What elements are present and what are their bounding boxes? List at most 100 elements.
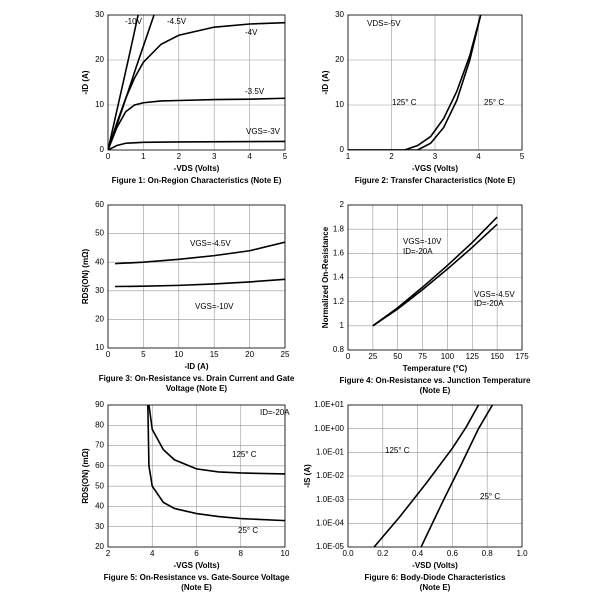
curve xyxy=(148,405,285,475)
y-tick-label: 1.6 xyxy=(333,248,345,257)
annotation: 125° C xyxy=(392,98,417,107)
x-axis-label: -VGS (Volts) xyxy=(412,164,458,173)
y-tick-label: 30 xyxy=(335,10,344,19)
curve xyxy=(147,405,285,522)
y-tick-label: 20 xyxy=(95,542,104,551)
x-tick-label: 5 xyxy=(141,350,146,359)
figure-caption: Figure 2: Transfer Characteristics (Note… xyxy=(305,176,565,186)
x-tick-label: 4 xyxy=(247,152,252,161)
curve xyxy=(373,405,480,547)
caption-line: Voltage (Note E) xyxy=(165,384,228,393)
x-tick-label: 175 xyxy=(515,352,529,361)
y-tick-label: 0.8 xyxy=(333,345,345,354)
x-tick-label: 150 xyxy=(490,352,504,361)
y-axis-label: Normalized On-Resistance xyxy=(321,226,330,328)
curve xyxy=(372,223,498,327)
y-tick-label: 20 xyxy=(335,55,344,64)
x-tick-label: 4 xyxy=(476,152,481,161)
annotation: VGS=-10V xyxy=(403,237,442,246)
x-tick-label: 0.8 xyxy=(482,549,494,558)
y-tick-label: 0 xyxy=(340,145,345,154)
annotation: VGS=-3V xyxy=(246,127,281,136)
x-tick-label: 0 xyxy=(106,152,111,161)
y-tick-label: 40 xyxy=(95,257,104,266)
y-tick-label: 1.0E-04 xyxy=(316,518,345,527)
annotation: ID=-20A xyxy=(403,247,433,256)
caption-line: (Note E) xyxy=(181,583,212,592)
y-tick-label: 0 xyxy=(100,145,105,154)
annotation: 125° C xyxy=(232,450,257,459)
y-tick-label: 90 xyxy=(95,400,104,409)
curve xyxy=(348,15,482,150)
x-tick-label: 10 xyxy=(174,350,183,359)
figure-caption: Figure 5: On-Resistance vs. Gate-Source … xyxy=(67,573,327,593)
annotation: 25° C xyxy=(480,492,500,501)
y-tick-label: 1.0E-05 xyxy=(316,542,345,551)
y-tick-label: 30 xyxy=(95,286,104,295)
y-tick-label: 1.0E-03 xyxy=(316,495,345,504)
figure-caption: Figure 4: On-Resistance vs. Junction Tem… xyxy=(305,376,565,396)
x-tick-label: 5 xyxy=(283,152,288,161)
x-tick-label: 5 xyxy=(520,152,525,161)
figure-caption: Figure 6: Body-Diode Characteristics (Not… xyxy=(305,573,565,593)
y-tick-label: 1.0E-01 xyxy=(316,447,345,456)
y-axis-label: RDS(ON) (mΩ) xyxy=(81,448,90,504)
y-axis-label: -IS (A) xyxy=(303,464,312,488)
x-tick-label: 2 xyxy=(106,549,111,558)
annotation: 125° C xyxy=(385,446,410,455)
y-tick-label: 2 xyxy=(340,200,345,209)
x-tick-label: 25 xyxy=(368,352,377,361)
x-tick-label: 6 xyxy=(194,549,199,558)
y-tick-label: 1.8 xyxy=(333,224,345,233)
x-tick-label: 3 xyxy=(433,152,438,161)
x-tick-label: 8 xyxy=(239,549,244,558)
y-tick-label: 1.0E+01 xyxy=(314,400,345,409)
annotation: -4.5V xyxy=(167,17,187,26)
annotation: VGS=-4.5V xyxy=(190,239,231,248)
x-tick-label: 1 xyxy=(141,152,146,161)
x-axis-label: Temperature (°C) xyxy=(403,364,468,373)
y-tick-label: 60 xyxy=(95,461,104,470)
y-axis-label: RDS(ON) (mΩ) xyxy=(81,249,90,305)
curve xyxy=(108,97,285,150)
y-tick-label: 10 xyxy=(95,343,104,352)
plot-frame xyxy=(347,14,523,151)
x-tick-label: 4 xyxy=(150,549,155,558)
x-tick-label: 0.2 xyxy=(377,549,389,558)
x-tick-label: 50 xyxy=(393,352,402,361)
y-tick-label: 70 xyxy=(95,441,104,450)
y-tick-label: 30 xyxy=(95,10,104,19)
annotation: 25° C xyxy=(484,98,504,107)
y-tick-label: 1.0E+00 xyxy=(314,424,345,433)
y-tick-label: 80 xyxy=(95,420,104,429)
annotation: -10V xyxy=(125,17,143,26)
curve xyxy=(108,21,285,150)
x-tick-label: 25 xyxy=(281,350,290,359)
y-tick-label: 1.4 xyxy=(333,273,345,282)
x-axis-label: -VGS (Volts) xyxy=(173,561,219,570)
caption-line: Figure 5: On-Resistance vs. Gate-Source … xyxy=(103,573,290,582)
x-tick-label: 100 xyxy=(441,352,455,361)
plot-frame xyxy=(347,204,523,351)
x-axis-label: -VSD (Volts) xyxy=(412,561,458,570)
plot-frame xyxy=(107,204,286,349)
curve xyxy=(115,241,285,265)
annotation: ID=-20A xyxy=(474,299,504,308)
x-tick-label: 2 xyxy=(389,152,394,161)
y-tick-label: 1.2 xyxy=(333,297,345,306)
x-tick-label: 0 xyxy=(346,352,351,361)
x-tick-label: 3 xyxy=(212,152,217,161)
caption-line: (Note E) xyxy=(419,583,451,592)
curve xyxy=(115,278,285,288)
annotation: VGS=-4.5V xyxy=(474,290,515,299)
y-tick-label: 10 xyxy=(95,100,104,109)
curve xyxy=(108,140,285,150)
caption-line: Figure 3: On-Resistance vs. Drain Curren… xyxy=(98,374,295,383)
x-tick-label: 10 xyxy=(281,549,290,558)
x-tick-label: 0.4 xyxy=(412,549,424,558)
x-tick-label: 15 xyxy=(210,350,219,359)
caption-line: Figure 2: Transfer Characteristics (Note… xyxy=(354,176,516,185)
curve xyxy=(348,15,482,150)
x-tick-label: 125 xyxy=(466,352,480,361)
annotation: -3.5V xyxy=(245,87,265,96)
